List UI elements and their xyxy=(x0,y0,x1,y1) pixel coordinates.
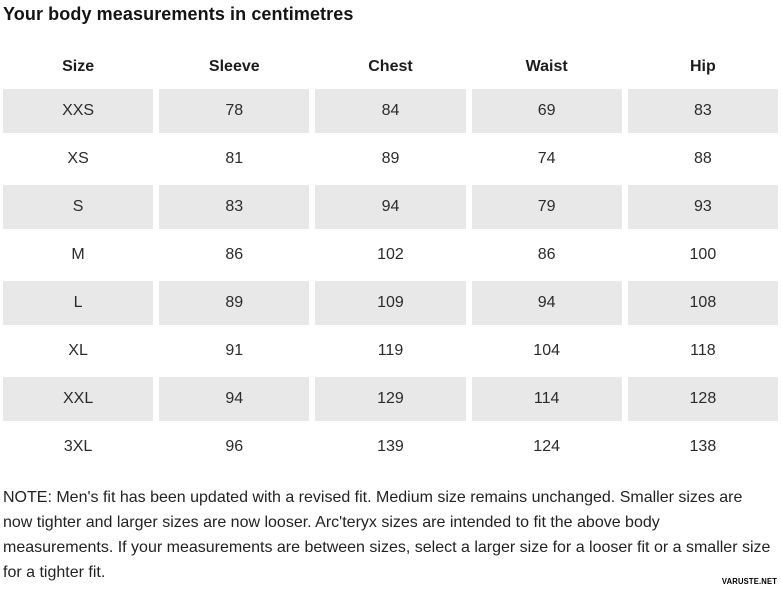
table-row: XL 91 119 104 118 xyxy=(0,327,781,375)
table-row: S 83 94 79 93 xyxy=(0,183,781,231)
size-cell: XS xyxy=(0,135,157,183)
size-cell: XXS xyxy=(0,87,157,135)
value-cell: 89 xyxy=(156,279,313,327)
value-cell: 84 xyxy=(312,87,469,135)
value-cell: 86 xyxy=(468,231,625,279)
note-text: NOTE: Men's fit has been updated with a … xyxy=(3,489,771,581)
value-cell: 89 xyxy=(312,135,469,183)
measurements-table: Size Sleeve Chest Waist Hip XXS 78 84 69 83 X… xyxy=(0,46,781,471)
size-cell: XL xyxy=(0,327,157,375)
value-cell: 118 xyxy=(624,327,781,375)
value-cell: 100 xyxy=(624,231,781,279)
value-cell: 93 xyxy=(624,183,781,231)
value-cell: 96 xyxy=(156,423,313,471)
value-cell: 139 xyxy=(312,423,469,471)
value-cell: 69 xyxy=(468,87,625,135)
value-cell: 128 xyxy=(624,375,781,423)
value-cell: 102 xyxy=(312,231,469,279)
size-cell: XXL xyxy=(0,375,157,423)
table-row: L 89 109 94 108 xyxy=(0,279,781,327)
value-cell: 74 xyxy=(468,135,625,183)
table-header-row: Size Sleeve Chest Waist Hip xyxy=(0,46,781,87)
value-cell: 81 xyxy=(156,135,313,183)
size-cell: M xyxy=(0,231,157,279)
value-cell: 83 xyxy=(156,183,313,231)
value-cell: 94 xyxy=(156,375,313,423)
size-cell: S xyxy=(0,183,157,231)
value-cell: 138 xyxy=(624,423,781,471)
table-row: XS 81 89 74 88 xyxy=(0,135,781,183)
value-cell: 114 xyxy=(468,375,625,423)
value-cell: 94 xyxy=(312,183,469,231)
value-cell: 109 xyxy=(312,279,469,327)
page-title: Your body measurements in centimetres xyxy=(3,4,354,24)
table-body: XXS 78 84 69 83 XS 81 89 74 88 S 83 94 79 93 M 86 102 86 10… xyxy=(0,87,781,471)
size-cell: L xyxy=(0,279,157,327)
table-row: XXL 94 129 114 128 xyxy=(0,375,781,423)
column-header-chest: Chest xyxy=(368,57,413,75)
value-cell: 91 xyxy=(156,327,313,375)
value-cell: 124 xyxy=(468,423,625,471)
value-cell: 119 xyxy=(312,327,469,375)
column-header-waist: Waist xyxy=(525,57,568,75)
value-cell: 78 xyxy=(156,87,313,135)
value-cell: 83 xyxy=(624,87,781,135)
column-header-sleeve: Sleeve xyxy=(208,57,260,75)
value-cell: 129 xyxy=(312,375,469,423)
value-cell: 88 xyxy=(624,135,781,183)
value-cell: 108 xyxy=(624,279,781,327)
watermark: VARUSTE.NET xyxy=(721,577,777,586)
size-cell: 3XL xyxy=(0,423,157,471)
value-cell: 94 xyxy=(468,279,625,327)
table-row: XXS 78 84 69 83 xyxy=(0,87,781,135)
column-header-hip: Hip xyxy=(689,57,716,75)
value-cell: 104 xyxy=(468,327,625,375)
value-cell: 86 xyxy=(156,231,313,279)
table-row: M 86 102 86 100 xyxy=(0,231,781,279)
value-cell: 79 xyxy=(468,183,625,231)
column-header-size: Size xyxy=(62,57,95,75)
table-row: 3XL 96 139 124 138 xyxy=(0,423,781,471)
